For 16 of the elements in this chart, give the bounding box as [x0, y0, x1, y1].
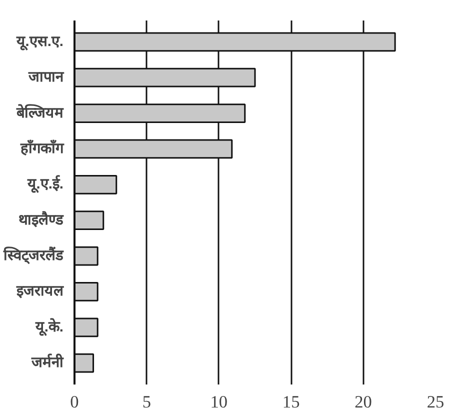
y-tick-label: हाँगकाँग	[20, 138, 64, 157]
x-tick-label: 25	[426, 392, 444, 412]
x-tick-label: 20	[354, 392, 372, 412]
y-tick-label: बेल्जियम	[16, 103, 64, 122]
x-tick-label: 15	[282, 392, 300, 412]
y-tick-label: यू.ए.ई.	[26, 174, 64, 194]
y-tick-label: यू.के.	[34, 317, 64, 336]
y-tick-label: जर्मनी	[30, 353, 64, 372]
y-tick-label: स्विट्जरलैंड	[2, 246, 64, 266]
y-tick-label: थाइलैण्ड	[18, 210, 64, 228]
y-tick-label: इजरायल	[16, 284, 64, 300]
y-tick-label: यू.एस.ए.	[15, 34, 64, 51]
y-tick-label: जापान	[28, 70, 64, 86]
x-tick-label: 0	[70, 392, 79, 412]
x-tick-label: 10	[210, 392, 228, 412]
x-tick-label: 5	[142, 392, 152, 412]
